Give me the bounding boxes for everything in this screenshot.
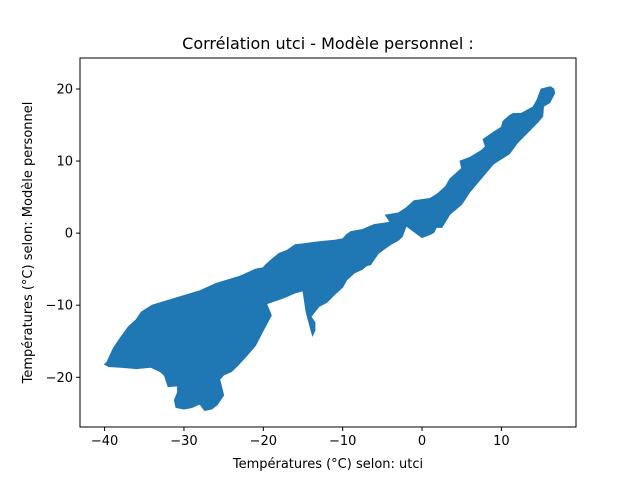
axes-frame <box>79 57 577 428</box>
x-tick-label: −40 <box>91 434 118 449</box>
x-tick-label: −30 <box>170 434 197 449</box>
y-tick-label: 20 <box>56 82 73 97</box>
x-tick-label: 10 <box>493 434 510 449</box>
plot-area <box>103 86 556 411</box>
y-axis-ticks: −20 −10 0 10 20 <box>46 82 80 386</box>
y-tick-label: −20 <box>46 371 73 386</box>
x-tick-label: −10 <box>329 434 356 449</box>
x-axis-label: Températures (°C) selon: utci <box>232 457 423 472</box>
series-area-0 <box>103 86 556 411</box>
y-axis-label: Températures (°C) selon: Modèle personne… <box>21 102 36 385</box>
chart-title: Corrélation utci - Modèle personnel : <box>182 34 474 53</box>
x-tick-label: −20 <box>250 434 277 449</box>
y-tick-label: 10 <box>56 155 73 170</box>
y-tick-label: −10 <box>46 299 73 314</box>
x-axis-ticks: −40 −30 −20 −10 0 10 <box>91 427 510 449</box>
x-tick-label: 0 <box>418 434 426 449</box>
y-tick-label: 0 <box>65 227 73 242</box>
